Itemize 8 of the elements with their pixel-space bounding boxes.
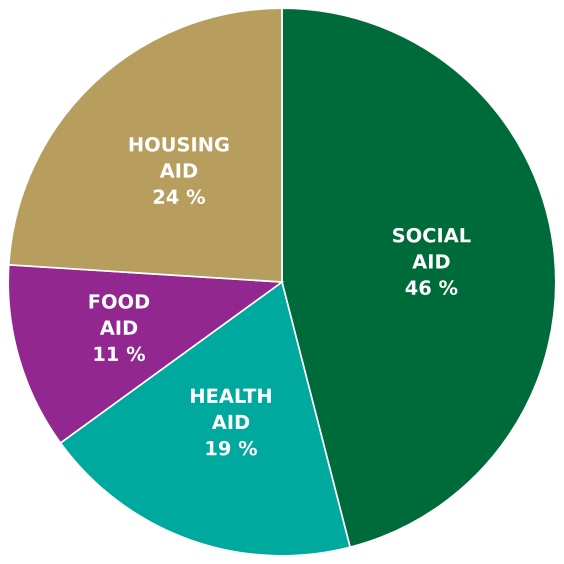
data-label: 46 % — [406, 280, 458, 295]
slice-label: FOOD AID — [90, 294, 150, 335]
data-label: 24 % — [154, 189, 205, 204]
data-label: 19 % — [206, 440, 258, 456]
data-label: 11 % — [94, 346, 146, 362]
slice-label: HEALTH AID — [191, 388, 271, 430]
slice-label: SOCIAL AID — [393, 228, 471, 268]
slice-label: HOUSING AID — [130, 136, 229, 178]
